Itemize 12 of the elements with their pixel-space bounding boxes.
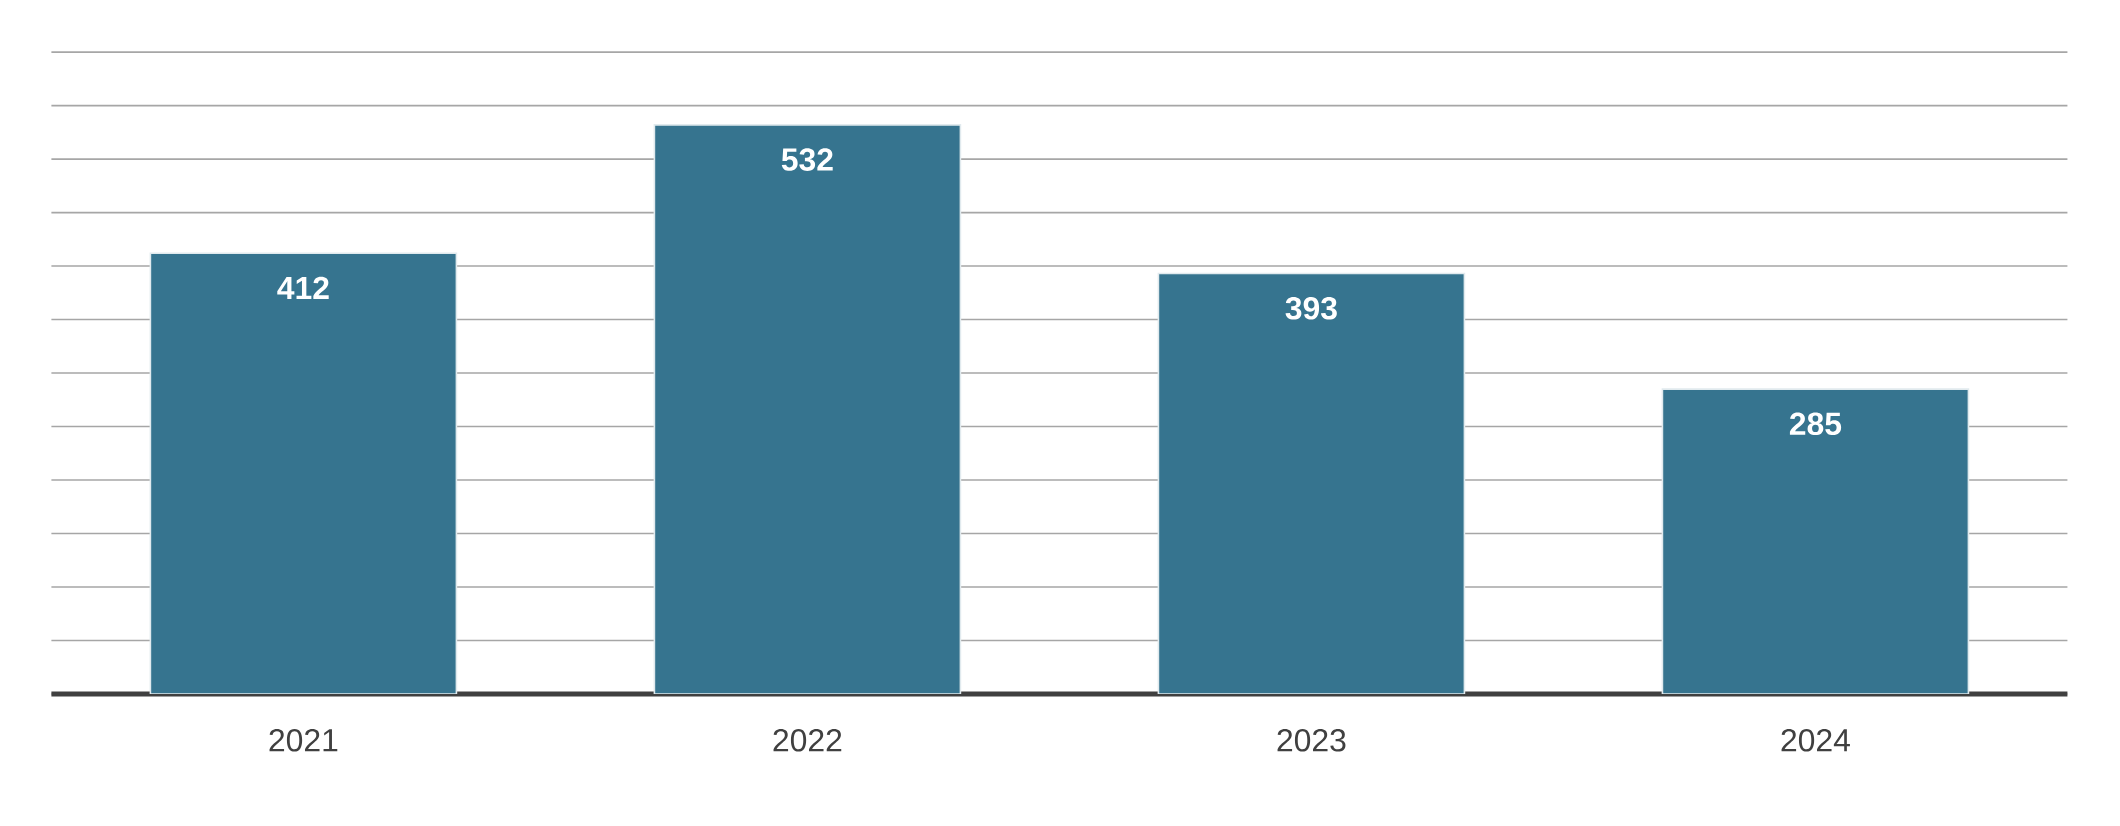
x-tick-label: 2021 (269, 729, 338, 752)
data-label: 412 (277, 276, 329, 299)
x-tick-label: 2023 (1277, 729, 1346, 752)
data-label: 393 (1285, 297, 1337, 320)
bar (1661, 388, 1970, 694)
x-tick-label: 2022 (773, 729, 842, 752)
bar (1157, 272, 1466, 694)
bar (149, 252, 458, 694)
x-tick-label: 2024 (1781, 729, 1850, 752)
data-label: 532 (781, 148, 833, 171)
bar (653, 124, 962, 694)
data-label: 285 (1789, 412, 1842, 436)
